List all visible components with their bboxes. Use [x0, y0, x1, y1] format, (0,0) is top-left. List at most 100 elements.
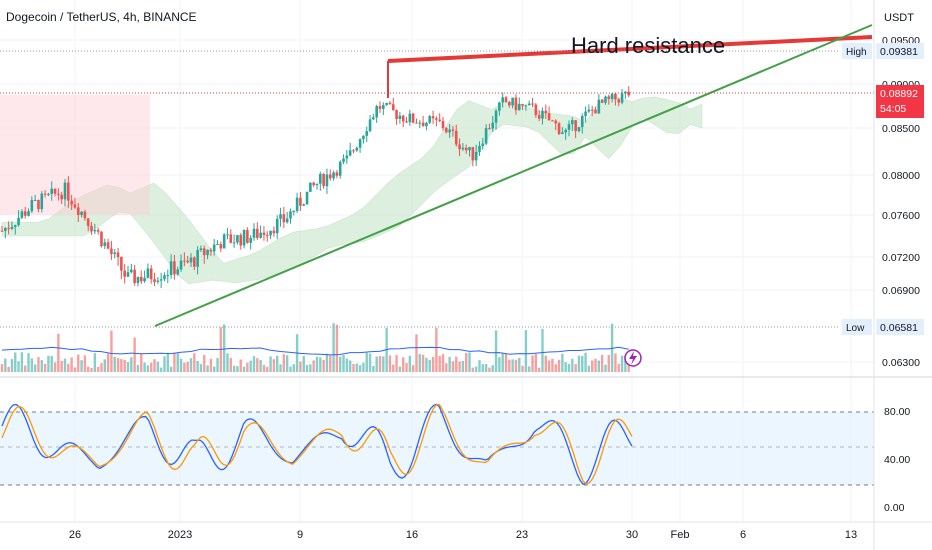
candle-body: [123, 270, 126, 277]
candle-body: [624, 91, 627, 94]
volume-bar: [262, 364, 266, 372]
candle-body: [481, 143, 485, 146]
volume-bar: [30, 358, 34, 372]
high-label: High: [846, 47, 867, 58]
volume-bar: [415, 334, 418, 372]
volume-bar: [222, 324, 226, 372]
candle-body: [295, 197, 299, 211]
candle-body: [90, 225, 93, 232]
candle-body: [133, 269, 136, 283]
volume-ma-line: [1, 346, 629, 356]
candle-body: [504, 97, 508, 103]
candle-body: [428, 116, 432, 123]
time-tick-label: 2023: [168, 529, 192, 541]
volume-bar: [17, 361, 20, 372]
candle-body: [567, 124, 571, 130]
candle-body: [451, 129, 455, 131]
candle-body: [193, 257, 196, 267]
stoch-tick-label: 0.00: [884, 502, 905, 514]
support-trendline[interactable]: [154, 24, 873, 327]
candle-body: [514, 97, 518, 111]
candle-body: [590, 109, 594, 111]
candle-body: [597, 99, 601, 114]
ichimoku-cloud: [0, 95, 703, 285]
volume-bar: [305, 365, 309, 372]
candle-body: [305, 191, 309, 205]
candle-body: [289, 211, 292, 219]
candle-body: [418, 122, 422, 124]
candle-body: [93, 230, 97, 232]
volume-bar: [236, 366, 239, 372]
candle-body: [468, 147, 471, 151]
candle-body: [464, 147, 468, 151]
candle-body: [183, 260, 186, 262]
candle-body: [272, 230, 276, 234]
candle-body: [7, 227, 10, 229]
candle-body: [53, 188, 57, 194]
volume-bar: [90, 367, 93, 372]
volume-bar: [312, 360, 315, 372]
candle-body: [378, 106, 382, 109]
candle-body: [541, 110, 544, 119]
candle-body: [23, 211, 27, 216]
last-price-badge[interactable]: 0.08892 54:05: [876, 85, 924, 118]
volume-bar: [365, 352, 368, 372]
candle-body: [421, 122, 425, 127]
high-value: 0.09381: [880, 46, 918, 58]
time-tick-label: 23: [516, 529, 528, 541]
volume-bar: [352, 363, 355, 372]
currency-label: USDT: [884, 12, 914, 24]
candle-body: [332, 172, 335, 179]
resistance-line[interactable]: [387, 35, 873, 63]
candle-body: [265, 234, 269, 236]
volume-bar: [289, 366, 292, 372]
volume-bar: [435, 327, 438, 372]
volume-bar: [4, 358, 7, 372]
volume-bar: [362, 362, 365, 372]
candle-body: [60, 194, 63, 200]
volume-bar: [33, 364, 37, 372]
volume-bar: [110, 330, 113, 372]
volume-bar: [96, 366, 100, 372]
candle-body: [445, 128, 448, 133]
volume-bar: [508, 359, 511, 372]
candle-body: [275, 218, 279, 234]
candle-body: [388, 102, 392, 105]
price-tick-label: 0.08500: [882, 123, 920, 135]
volume-bar: [292, 364, 295, 372]
candle-body: [229, 234, 233, 243]
lightning-icon[interactable]: [624, 349, 642, 367]
price-tick-label: 0.06900: [882, 285, 920, 297]
candle-body: [256, 228, 259, 238]
candle-body: [614, 93, 617, 100]
volume-bar: [521, 365, 524, 372]
candle-body: [259, 232, 262, 238]
volume-bar: [186, 361, 189, 372]
volume-bar: [421, 354, 425, 372]
candle-body: [600, 99, 604, 103]
volume-bar: [388, 355, 392, 372]
volume-bar: [491, 365, 494, 372]
candle-body: [37, 199, 40, 210]
hard-resistance-label[interactable]: Hard resistance: [571, 33, 725, 58]
candle-body: [382, 105, 385, 109]
volume-bar: [43, 363, 47, 372]
candle-body: [478, 145, 481, 152]
candle-body: [232, 242, 236, 244]
candle-body: [43, 193, 47, 195]
volume-bar: [597, 360, 601, 372]
volume-bar: [73, 367, 77, 372]
volume-bar: [594, 358, 597, 372]
candle-body: [113, 252, 117, 255]
volume-bar: [610, 323, 614, 372]
candle-body: [302, 204, 306, 206]
candle-body: [146, 268, 150, 278]
candle-body: [143, 277, 146, 282]
volume-bar: [27, 353, 30, 372]
cloud-area: [1, 95, 703, 285]
time-tick-label: 16: [406, 529, 418, 541]
volume-bar: [10, 359, 14, 372]
volume-bar: [229, 357, 232, 372]
candle-body: [173, 261, 176, 275]
